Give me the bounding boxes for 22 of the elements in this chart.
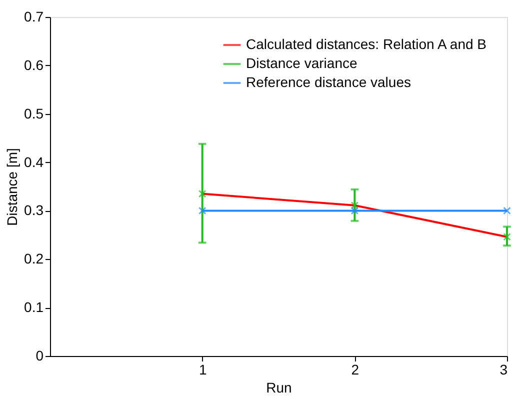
y-tick-label: 0.4: [24, 154, 44, 170]
x-tick-label: 1: [198, 362, 207, 378]
point: [350, 201, 359, 210]
legend-label: Distance variance: [246, 55, 358, 71]
y-tick-label: 0.1: [24, 299, 44, 316]
legend-label: Reference distance values: [246, 74, 411, 90]
x-axis-title: Run: [266, 380, 292, 396]
legend-label: Calculated distances: Relation A and B: [246, 36, 486, 52]
point: [503, 206, 511, 215]
x-tick-label: 3: [500, 362, 508, 378]
point: [350, 206, 359, 215]
y-tick-label: 0: [36, 348, 44, 364]
y-axis-title: Distance [m]: [4, 148, 20, 226]
point: [503, 232, 511, 241]
y-tick-label: 0.2: [24, 250, 44, 267]
point: [198, 190, 206, 198]
y-tick-label: 0.7: [24, 8, 44, 24]
y-tick-label: 0.3: [24, 202, 44, 218]
x-tick-label: 2: [351, 362, 360, 378]
y-tick-label: 0.6: [24, 56, 44, 73]
y-tick-label: 0.5: [24, 105, 44, 122]
point: [198, 206, 206, 215]
